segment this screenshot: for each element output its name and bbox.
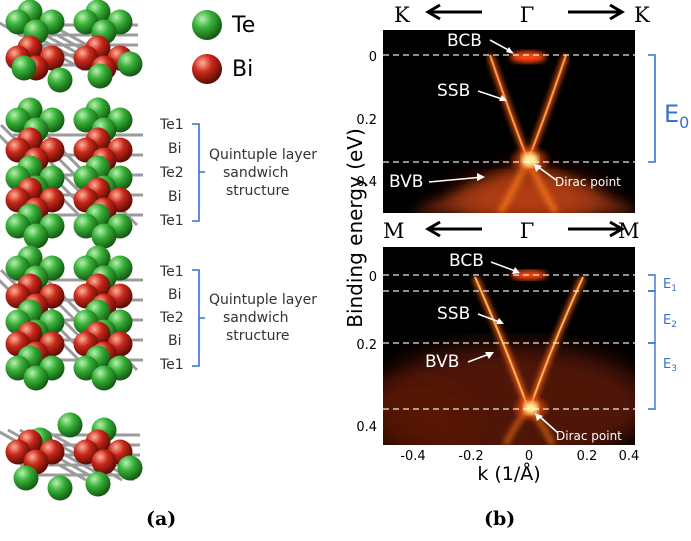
bottom-range-label-3: E3 <box>663 357 677 374</box>
bottom-arpes-panel: BCB SSB BVB Dirac point E1 E2 E3 0 0.2 0… <box>356 247 677 485</box>
legend-te-label: Te <box>231 13 255 38</box>
bottom-range-bracket-3 <box>648 342 656 410</box>
bottom-bcb-arrow <box>490 261 519 273</box>
top-ytick-0: 0 <box>369 50 377 65</box>
te-atom <box>117 455 143 481</box>
layer1-bracket <box>192 123 205 222</box>
top-dir-right: K <box>634 3 650 27</box>
x-tick-label: 0 <box>525 449 533 464</box>
top-dirac-arrow <box>536 165 557 181</box>
top-dir-left: K <box>394 3 410 27</box>
te-atom <box>91 365 117 391</box>
crystal-structure <box>0 0 143 501</box>
te-atom <box>13 465 39 491</box>
bi-atom <box>91 449 117 475</box>
top-dirac-label: Dirac point <box>555 175 621 189</box>
panel-a: Te Bi Te1 Bi Te2 Bi Te1 Quintuple layer … <box>0 0 317 501</box>
layer2-te1-bottom: Te1 <box>159 357 184 373</box>
layer2-caption-line1: Quintuple layer <box>209 292 317 308</box>
top-direction-header: K Γ K <box>394 3 650 27</box>
layer1-te1-top: Te1 <box>159 117 184 133</box>
layer2-bi-bottom: Bi <box>168 333 182 349</box>
x-tick-label: -0.2 <box>458 449 483 464</box>
bottom-direction-header: M Γ M <box>383 219 640 243</box>
top-arrow-right <box>568 3 625 21</box>
x-tick-label: -0.4 <box>400 449 425 464</box>
top-ytick-1: 0.2 <box>356 113 377 128</box>
top-bcb-label: BCB <box>447 31 482 51</box>
bottom-arrow-left <box>425 220 482 238</box>
bottom-ytick-1: 0.2 <box>356 338 377 353</box>
bottom-bcb-label: BCB <box>449 251 484 271</box>
layer2-bi-top: Bi <box>168 287 182 303</box>
x-tick-label: 0.2 <box>577 449 598 464</box>
bottom-ssb-label: SSB <box>437 304 470 324</box>
te-atom <box>87 63 113 89</box>
te-atom <box>23 223 49 249</box>
x-axis-label: k (1/Å) <box>477 462 540 485</box>
top-arpes-panel: BCB SSB BVB Dirac point E0 0 0.2 0.4 <box>356 30 689 213</box>
bottom-dir-center: Γ <box>520 219 535 243</box>
layer2-te1-top: Te1 <box>159 264 184 280</box>
layer2-caption-line3: structure <box>226 328 290 344</box>
layer1-te2: Te2 <box>159 165 184 181</box>
bottom-dir-left: M <box>383 219 405 243</box>
layer1-caption-line2: sandwich <box>223 165 289 181</box>
y-axis-label: Binding energy (eV) <box>343 128 367 328</box>
quintuple-layer-2: Te1 Bi Te2 Bi Te1 Quintuple layer sandwi… <box>159 264 317 373</box>
te-atom <box>47 475 73 501</box>
bottom-range-bracket-2 <box>648 290 656 344</box>
top-ytick-2: 0.4 <box>356 175 377 190</box>
layer1-caption-line3: structure <box>226 183 290 199</box>
bottom-ytick-0: 0 <box>369 270 377 285</box>
panel-b: Binding energy (eV) K Γ K <box>343 3 689 485</box>
bottom-dirac-arrow <box>537 414 559 434</box>
bottom-range-label-2: E2 <box>663 313 677 330</box>
layer2-te2: Te2 <box>159 310 184 326</box>
layer2-bracket <box>192 269 205 367</box>
caption-b: (b) <box>484 508 516 530</box>
te-atom <box>23 365 49 391</box>
x-ticks: -0.4 -0.2 0 0.2 0.4 <box>400 449 639 464</box>
bottom-arrow-right <box>568 220 625 238</box>
te-atom <box>57 412 83 438</box>
bottom-bvb-label: BVB <box>425 352 459 372</box>
top-ssb-label: SSB <box>437 81 470 101</box>
te-atom <box>85 471 111 497</box>
legend-te-swatch <box>192 10 222 40</box>
caption-a: (a) <box>146 508 177 530</box>
top-arrow-left <box>425 3 482 21</box>
layer2-caption-line2: sandwich <box>223 310 289 326</box>
layer1-bi-top: Bi <box>168 141 182 157</box>
bottom-range-label-1: E1 <box>663 277 677 294</box>
legend-bi-swatch <box>192 54 222 84</box>
x-tick-label: 0.4 <box>619 449 640 464</box>
top-dir-center: Γ <box>520 3 535 27</box>
bottom-dir-right: M <box>618 219 640 243</box>
top-range-subscript: 0 <box>679 113 689 132</box>
quintuple-layer-1: Te1 Bi Te2 Bi Te1 Quintuple layer sandwi… <box>159 117 317 229</box>
top-bvb-label: BVB <box>389 172 423 192</box>
layer1-caption-line1: Quintuple layer <box>209 147 317 163</box>
top-range-bracket <box>648 54 656 163</box>
legend: Te Bi <box>192 10 255 84</box>
te-atom <box>11 55 37 81</box>
legend-bi-label: Bi <box>232 57 253 82</box>
bottom-range-bracket-1 <box>648 274 656 292</box>
te-atom <box>91 223 117 249</box>
layer1-bi-bottom: Bi <box>168 189 182 205</box>
layer1-te1-bottom: Te1 <box>159 213 184 229</box>
top-range-label: E0 <box>664 100 689 132</box>
te-atom <box>117 51 143 77</box>
te-atom <box>47 67 73 93</box>
top-bvb-arrow <box>428 176 484 183</box>
bottom-ytick-2: 0.4 <box>356 420 377 435</box>
bottom-dirac-label: Dirac point <box>556 429 622 443</box>
